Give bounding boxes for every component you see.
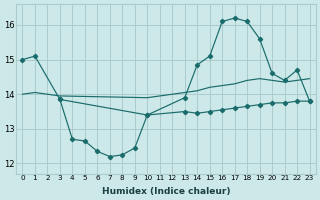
X-axis label: Humidex (Indice chaleur): Humidex (Indice chaleur) — [102, 187, 230, 196]
